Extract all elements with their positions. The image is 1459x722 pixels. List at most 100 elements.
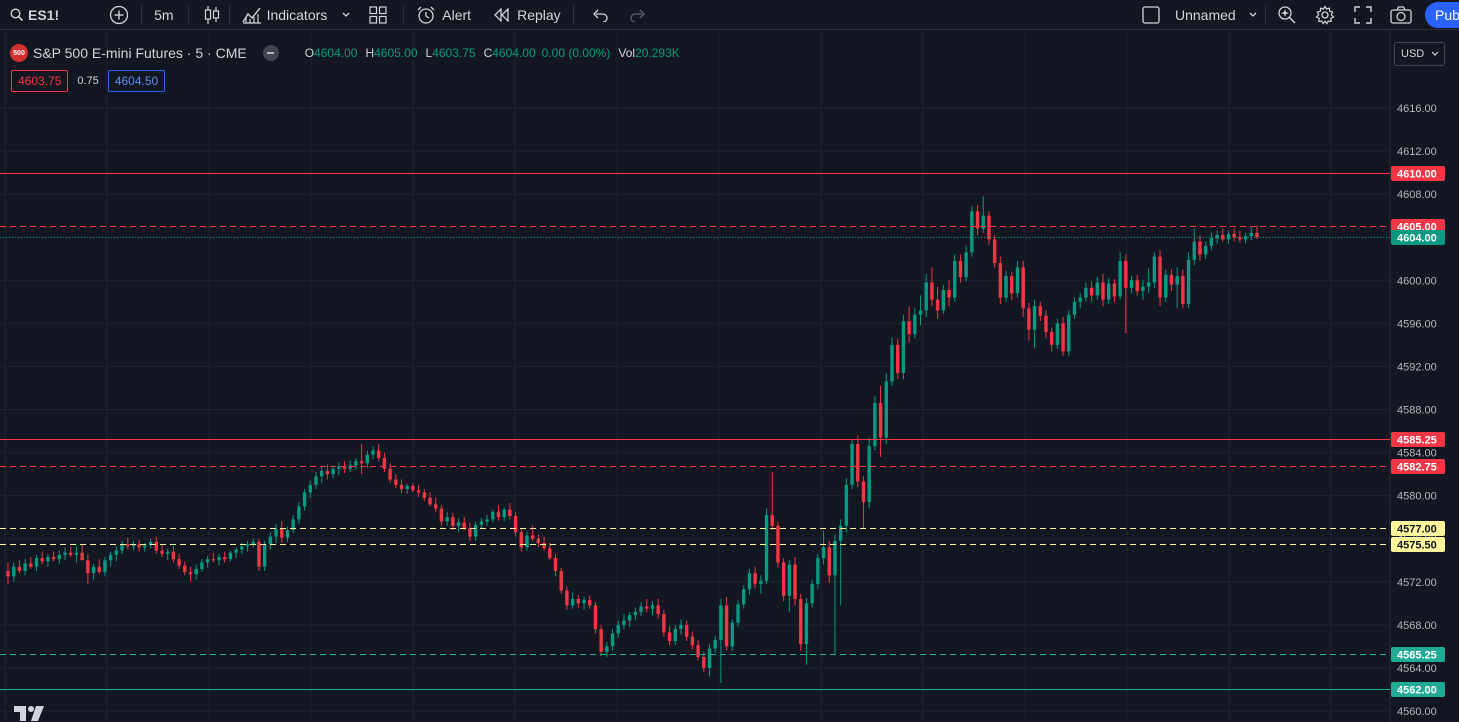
- candle-down[interactable]: [684, 624, 689, 637]
- candle-up[interactable]: [650, 605, 655, 609]
- candle-up[interactable]: [1084, 287, 1088, 298]
- candle-up[interactable]: [570, 599, 575, 606]
- candle-down[interactable]: [536, 538, 541, 544]
- candle-up[interactable]: [57, 554, 62, 560]
- candle-up[interactable]: [46, 557, 50, 562]
- candle-up[interactable]: [103, 560, 107, 573]
- candle-up[interactable]: [456, 522, 461, 526]
- candle-up[interactable]: [1209, 238, 1214, 246]
- alert-button[interactable]: Alert: [416, 0, 471, 30]
- candle-up[interactable]: [1249, 232, 1253, 237]
- candle-up[interactable]: [194, 568, 198, 575]
- candle-up[interactable]: [240, 546, 244, 550]
- candle-down[interactable]: [183, 565, 187, 573]
- candle-up[interactable]: [473, 524, 478, 537]
- candle-down[interactable]: [696, 645, 700, 658]
- candle-up[interactable]: [639, 606, 643, 612]
- candle-down[interactable]: [188, 572, 193, 575]
- price-level-label-box[interactable]: [1391, 459, 1445, 474]
- price-level-label-box[interactable]: [1391, 230, 1445, 245]
- candle-up[interactable]: [485, 519, 489, 522]
- candle-down[interactable]: [428, 497, 432, 505]
- candle-up[interactable]: [759, 580, 763, 584]
- candle-up[interactable]: [245, 544, 250, 547]
- candle-up[interactable]: [787, 564, 792, 596]
- candle-up[interactable]: [616, 624, 620, 634]
- candle-down[interactable]: [781, 562, 786, 596]
- ask-price-box[interactable]: 4604.50: [107, 70, 166, 92]
- candle-up[interactable]: [673, 629, 677, 642]
- candle-down[interactable]: [667, 632, 672, 642]
- currency-selector[interactable]: USD: [1394, 42, 1445, 66]
- candle-up[interactable]: [405, 485, 409, 490]
- candle-down[interactable]: [559, 571, 563, 591]
- candle-up[interactable]: [736, 604, 740, 623]
- candle-up[interactable]: [91, 566, 96, 574]
- candle-down[interactable]: [171, 551, 176, 560]
- candle-up[interactable]: [445, 517, 449, 522]
- candle-down[interactable]: [1255, 232, 1259, 238]
- candle-up[interactable]: [610, 633, 615, 647]
- candle-up[interactable]: [365, 454, 370, 464]
- candle-up[interactable]: [491, 511, 495, 520]
- candle-down[interactable]: [992, 239, 997, 264]
- candle-down[interactable]: [1158, 256, 1162, 298]
- undo-button[interactable]: [592, 0, 608, 30]
- candle-down[interactable]: [1101, 282, 1105, 300]
- candle-up[interactable]: [131, 544, 136, 547]
- candle-down[interactable]: [895, 344, 900, 373]
- candle-down[interactable]: [29, 563, 33, 567]
- price-level-label-box[interactable]: [1391, 537, 1445, 552]
- candle-up[interactable]: [297, 506, 301, 520]
- candle-up[interactable]: [1067, 314, 1071, 352]
- candle-down[interactable]: [508, 509, 512, 517]
- chart-type-button[interactable]: [203, 0, 221, 30]
- candle-up[interactable]: [941, 289, 946, 311]
- candle-up[interactable]: [719, 605, 723, 640]
- candle-up[interactable]: [1146, 282, 1151, 287]
- candle-down[interactable]: [80, 552, 84, 561]
- candle-down[interactable]: [399, 484, 404, 490]
- candle-down[interactable]: [542, 543, 546, 549]
- candle-up[interactable]: [1186, 259, 1191, 304]
- candle-up[interactable]: [1015, 267, 1020, 294]
- candle-down[interactable]: [97, 566, 101, 573]
- candle-down[interactable]: [416, 490, 421, 493]
- candle-up[interactable]: [924, 282, 928, 311]
- indicators-dropdown-button[interactable]: [341, 0, 351, 30]
- quick-search-button[interactable]: [1277, 0, 1297, 30]
- candle-down[interactable]: [223, 557, 227, 560]
- candle-up[interactable]: [582, 600, 586, 604]
- price-level-label-box[interactable]: [1391, 521, 1445, 536]
- candle-up[interactable]: [251, 541, 255, 545]
- candle-up[interactable]: [314, 476, 318, 485]
- candle-up[interactable]: [262, 544, 267, 567]
- candle-up[interactable]: [730, 622, 735, 647]
- candle-down[interactable]: [998, 263, 1003, 298]
- publish-button[interactable]: Pub: [1425, 2, 1459, 28]
- candle-up[interactable]: [479, 521, 484, 525]
- candle-down[interactable]: [530, 535, 535, 539]
- candle-up[interactable]: [348, 465, 352, 469]
- candle-down[interactable]: [394, 479, 398, 485]
- candle-up[interactable]: [1141, 286, 1145, 292]
- candle-down[interactable]: [588, 600, 592, 606]
- candle-down[interactable]: [1049, 331, 1054, 345]
- candle-down[interactable]: [656, 605, 660, 615]
- settings-button[interactable]: [1315, 0, 1335, 30]
- candle-down[interactable]: [17, 566, 22, 572]
- candle-up[interactable]: [918, 310, 923, 315]
- candle-down[interactable]: [975, 211, 980, 229]
- candle-up[interactable]: [713, 639, 717, 649]
- candle-down[interactable]: [160, 550, 164, 554]
- candle-up[interactable]: [964, 252, 968, 278]
- candle-down[interactable]: [958, 260, 963, 278]
- candle-up[interactable]: [143, 545, 147, 548]
- price-chart[interactable]: 4560.004564.004568.004572.004576.004580.…: [0, 31, 1459, 722]
- candle-down[interactable]: [439, 508, 444, 522]
- candle-down[interactable]: [382, 457, 387, 469]
- candle-down[interactable]: [126, 544, 130, 547]
- candle-up[interactable]: [838, 525, 843, 541]
- candle-down[interactable]: [930, 282, 934, 300]
- price-level-label-box[interactable]: [1391, 166, 1445, 181]
